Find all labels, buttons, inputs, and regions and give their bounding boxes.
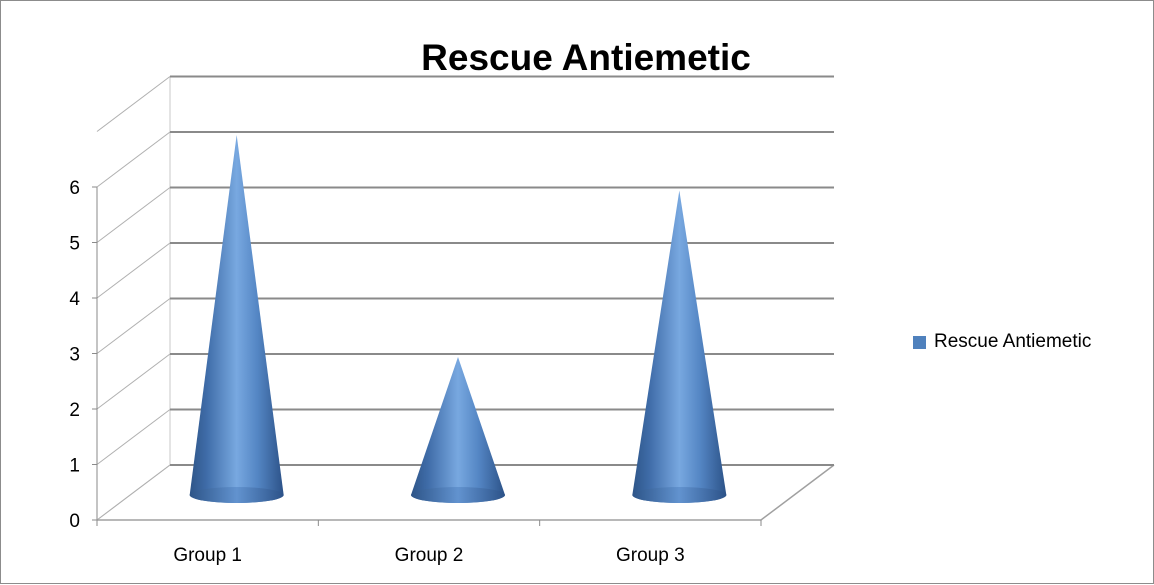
x-tick-label: Group 1 — [173, 545, 242, 566]
y-tick-label: 0 — [69, 511, 80, 532]
legend-swatch — [913, 335, 926, 349]
cone-base — [411, 487, 505, 503]
chart-title: Rescue Antiemetic — [421, 37, 751, 78]
gridline-diagonal — [96, 409, 171, 465]
gridline-diagonal — [96, 242, 171, 299]
cone-base — [632, 487, 727, 503]
cone-body — [411, 357, 505, 503]
cone-bar — [632, 190, 727, 503]
x-tick-label: Group 3 — [616, 545, 685, 566]
y-tick-label: 6 — [69, 178, 80, 199]
gridline-diagonal — [96, 298, 171, 354]
gridline-diagonal — [96, 76, 171, 132]
gridline-diagonal — [96, 131, 171, 188]
gridline-diagonal — [96, 353, 171, 410]
y-tick-label: 2 — [69, 400, 80, 421]
gridline-diagonal — [96, 464, 171, 521]
gridlines — [96, 75, 834, 521]
gridline-diagonal — [96, 187, 171, 243]
y-tick-label: 1 — [69, 456, 80, 477]
cone-bar — [189, 135, 284, 503]
x-axis: Group 1 Group 2 Group 3 — [96, 520, 762, 566]
cone-body — [189, 135, 284, 503]
x-tick-label: Group 2 — [395, 545, 464, 566]
legend-label: Rescue Antiemetic — [934, 331, 1092, 352]
y-tick-label: 3 — [69, 345, 80, 366]
y-axis: 0 1 2 3 4 5 6 — [69, 178, 98, 532]
cone-bar — [411, 357, 505, 503]
cone-base — [189, 487, 284, 503]
y-tick-label: 5 — [69, 234, 80, 255]
floor-edge-right — [760, 464, 835, 521]
y-tick-label: 4 — [69, 289, 80, 310]
cone-series — [189, 135, 727, 503]
legend: Rescue Antiemetic — [913, 331, 1091, 353]
cone-body — [632, 190, 727, 503]
